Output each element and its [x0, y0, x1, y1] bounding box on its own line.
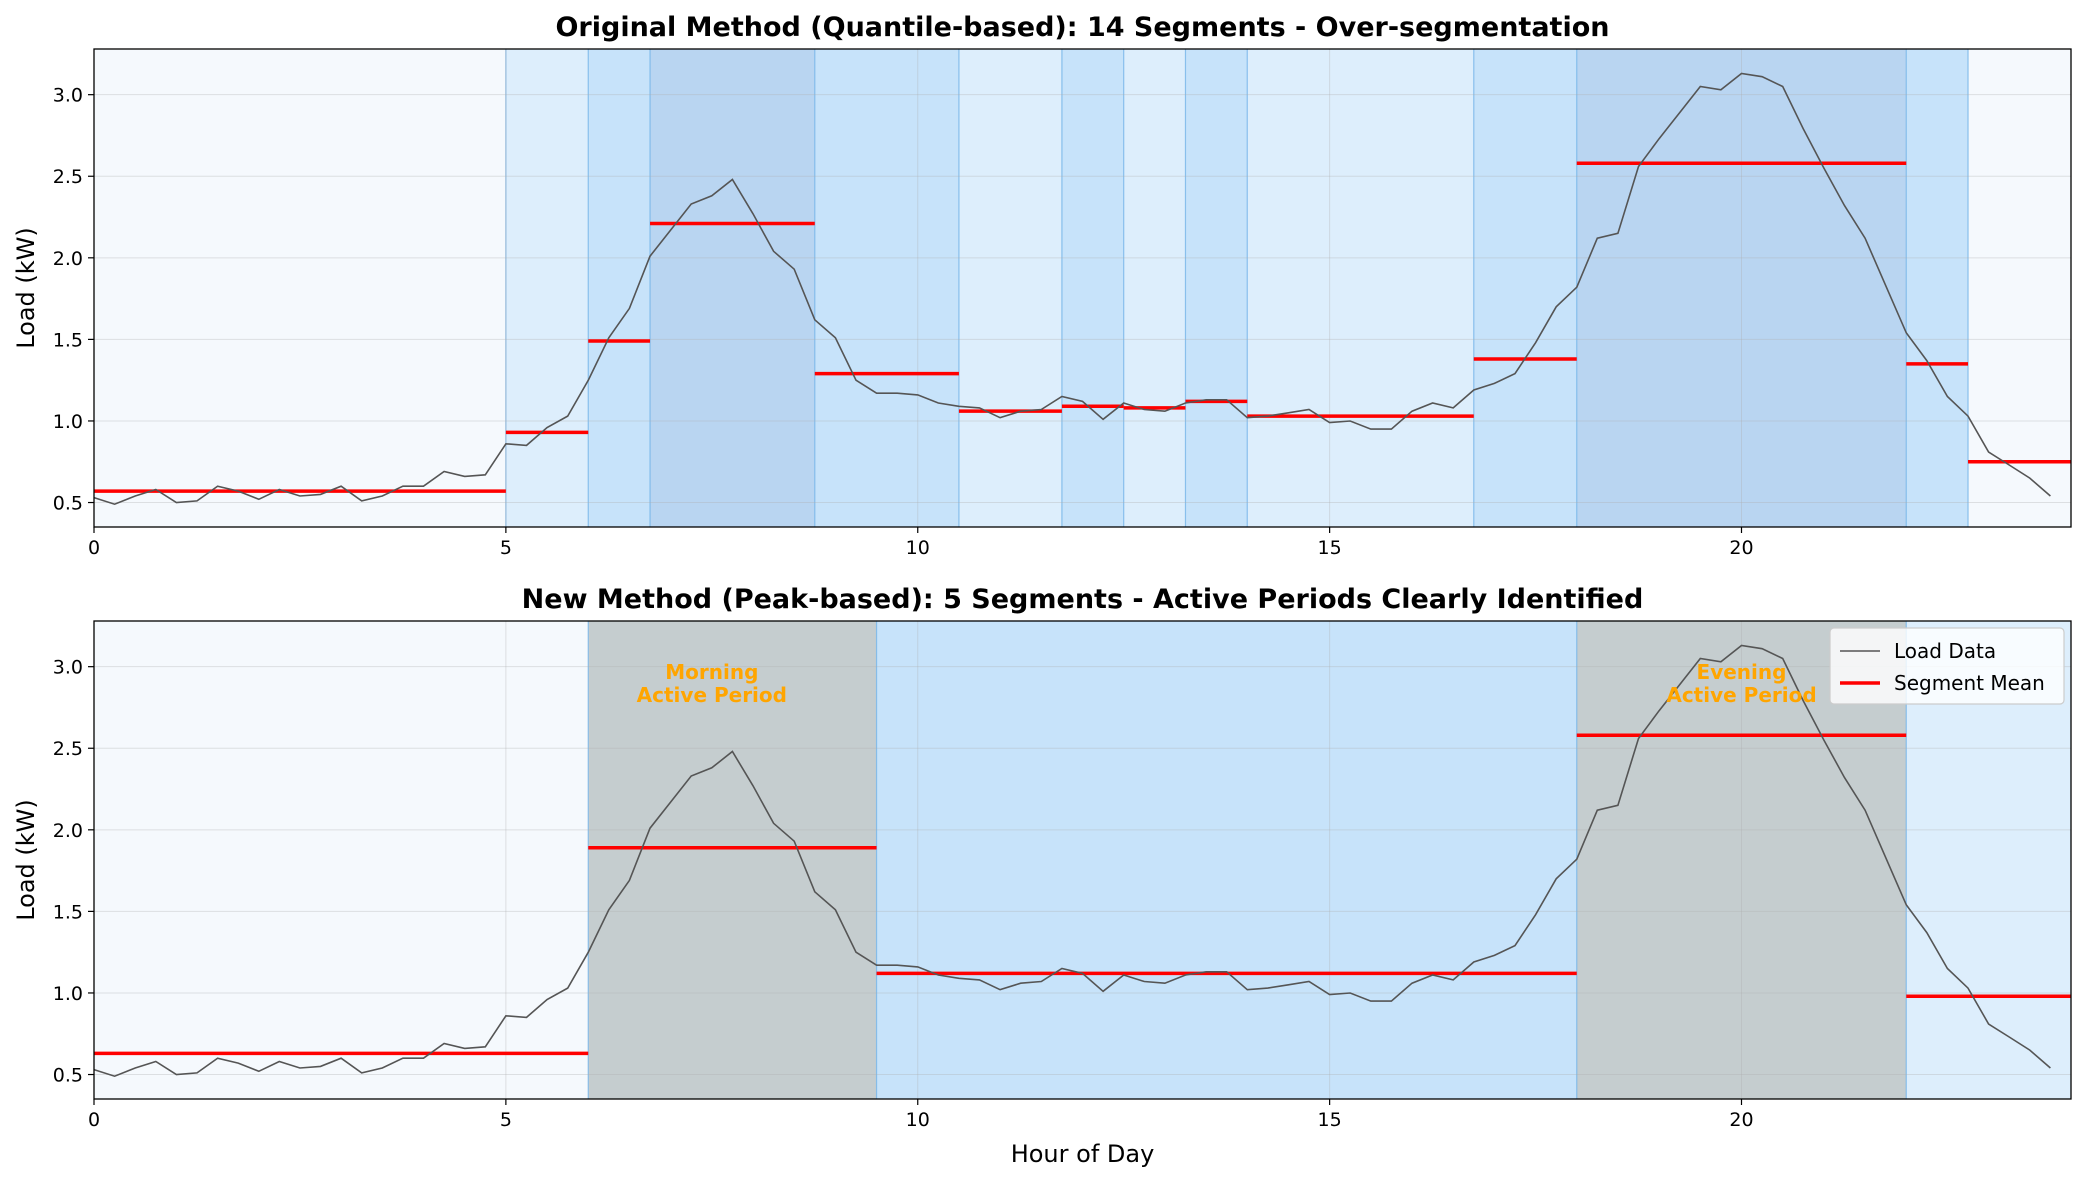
y-tick-label: 2.5	[53, 738, 83, 760]
segment-band	[505, 49, 589, 527]
top-segment-means	[94, 161, 2071, 493]
y-tick-label: 3.0	[53, 85, 83, 107]
bottom-load-line	[93, 644, 2051, 1078]
bottom-chart-panel: New Method (Peak-based): 5 Segments - Ac…	[12, 584, 2072, 1168]
top-y-axis-label: Load (kW)	[12, 227, 40, 349]
segment-band	[650, 49, 815, 527]
bottom-y-axis-ticks: 0.5 1.0 1.5 2.0 2.5 3.0	[53, 657, 94, 1087]
segment-band	[94, 49, 506, 527]
legend: Load Data Segment Mean	[1829, 627, 2065, 705]
top-x-axis-ticks: 0 5 10 15 20	[88, 527, 1754, 559]
x-tick-label: 20	[1729, 537, 1753, 559]
bottom-annotations: Morning Active Period Evening Active Per…	[637, 660, 1817, 707]
annotation-morning-line1: Morning	[665, 660, 758, 684]
segment-band	[1185, 49, 1248, 527]
segment-band	[876, 621, 1577, 1099]
x-tick-label: 10	[906, 537, 930, 559]
annotation-evening-line2: Active Period	[1666, 683, 1816, 707]
x-tick-label: 15	[1318, 1109, 1342, 1131]
segment-band	[958, 49, 1062, 527]
segment-band	[814, 49, 959, 527]
y-tick-label: 2.0	[53, 820, 83, 842]
y-tick-label: 1.5	[53, 901, 83, 923]
annotation-evening-line1: Evening	[1697, 660, 1787, 684]
top-chart-title: Original Method (Quantile-based): 14 Seg…	[555, 12, 1609, 43]
bottom-chart-title: New Method (Peak-based): 5 Segments - Ac…	[522, 584, 1644, 615]
segment-band	[1473, 49, 1577, 527]
legend-label-segment-mean: Segment Mean	[1894, 671, 2045, 695]
y-tick-label: 2.0	[53, 248, 83, 270]
x-tick-label: 5	[500, 1109, 512, 1131]
bottom-plot-frame	[93, 620, 2072, 1100]
segment-band	[1247, 49, 1474, 527]
top-plot-frame	[93, 48, 2072, 528]
x-tick-label: 0	[88, 1109, 100, 1131]
segment-band	[588, 49, 651, 527]
segment-band	[1906, 49, 1969, 527]
top-chart-panel: Original Method (Quantile-based): 14 Seg…	[12, 12, 2072, 559]
y-tick-label: 2.5	[53, 166, 83, 188]
bottom-x-axis-label: Hour of Day	[1011, 1140, 1155, 1168]
segment-band	[94, 621, 589, 1099]
top-segment-bands	[94, 49, 2071, 527]
x-tick-label: 20	[1729, 1109, 1753, 1131]
bottom-gridlines	[93, 621, 2071, 1099]
segment-band	[1576, 49, 1907, 527]
x-tick-label: 10	[906, 1109, 930, 1131]
segment-band	[1968, 49, 2071, 527]
top-gridlines	[93, 49, 2071, 527]
y-tick-label: 1.5	[53, 329, 83, 351]
y-tick-label: 1.0	[53, 411, 83, 433]
segment-band	[1123, 49, 1186, 527]
y-tick-label: 3.0	[53, 657, 83, 679]
y-tick-label: 0.5	[53, 1065, 83, 1087]
segment-band	[588, 621, 877, 1099]
top-load-line	[93, 72, 2051, 506]
x-tick-label: 15	[1318, 537, 1342, 559]
legend-label-load-data: Load Data	[1894, 639, 1996, 663]
top-y-axis-ticks: 0.5 1.0 1.5 2.0 2.5 3.0	[53, 85, 94, 515]
legend-box	[1829, 627, 2065, 705]
annotation-morning-line2: Active Period	[637, 683, 787, 707]
y-tick-label: 0.5	[53, 493, 83, 515]
y-tick-label: 1.0	[53, 983, 83, 1005]
x-tick-label: 0	[88, 537, 100, 559]
segment-band	[1061, 49, 1124, 527]
x-tick-label: 5	[500, 537, 512, 559]
bottom-segment-bands	[94, 621, 2071, 1099]
bottom-x-axis-ticks: 0 5 10 15 20	[88, 1099, 1754, 1131]
bottom-y-axis-label: Load (kW)	[12, 799, 40, 921]
